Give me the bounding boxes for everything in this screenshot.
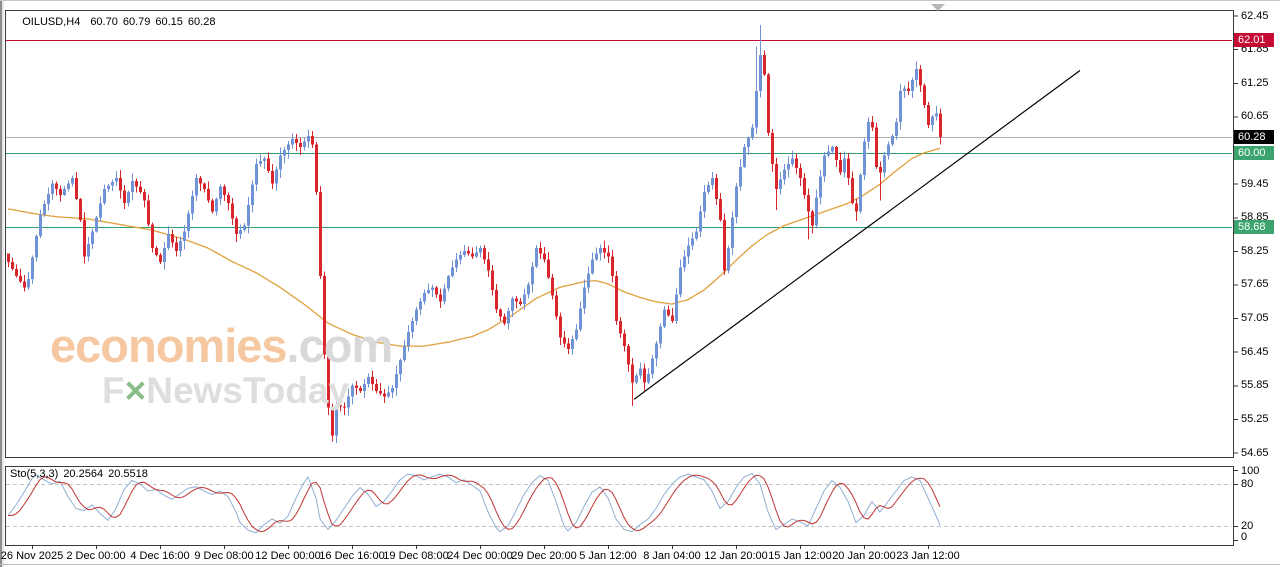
scroll-to-end-marker-icon <box>931 4 945 11</box>
time-tick-label: 4 Dec 16:00 <box>130 550 190 562</box>
time-tick-label: 19 Dec 08:00 <box>383 550 449 562</box>
time-tick-label: 29 Dec 20:00 <box>511 550 577 562</box>
sto-tick-label: 80 <box>1241 478 1254 490</box>
price-badge-support: 58.68 <box>1234 219 1274 234</box>
stochastic-panel-area[interactable] <box>5 466 1234 546</box>
symbol-period-label: OILUSD,H4 <box>22 16 81 28</box>
window-bottom-edge <box>0 564 1280 565</box>
time-tick-label: 24 Dec 00:00 <box>447 550 513 562</box>
price-tick-label: 62.45 <box>1241 9 1269 22</box>
price-tick-label: 54.65 <box>1241 446 1269 459</box>
price-badge-current: 60.28 <box>1234 130 1274 145</box>
price-tick-label: 60.65 <box>1241 110 1269 123</box>
time-tick-label: 26 Nov 2025 <box>0 550 64 562</box>
price-tick-label: 61.25 <box>1241 76 1269 89</box>
main-chart-area[interactable] <box>5 10 1234 458</box>
price-tick-label: 59.45 <box>1241 177 1269 190</box>
price-tick-label: 56.45 <box>1241 345 1269 358</box>
ohlc-open: 60.70 <box>90 16 118 28</box>
time-tick-label: 5 Jan 12:00 <box>579 550 637 562</box>
price-tick-label: 55.85 <box>1241 379 1269 392</box>
ascending-trendline[interactable] <box>633 70 1081 400</box>
moving-average-line[interactable] <box>7 147 941 347</box>
price-tick-label: 58.25 <box>1241 244 1269 257</box>
sto-tick-label: 100 <box>1241 464 1260 477</box>
chart-ohlc-header: OILUSD,H4 60.70 60.79 60.15 60.28 <box>10 4 220 40</box>
time-tick-label: 9 Dec 08:00 <box>194 550 254 562</box>
time-tick-label: 8 Jan 04:00 <box>643 550 701 562</box>
candlestick-series <box>7 25 942 444</box>
time-tick-label: 15 Jan 12:00 <box>768 550 832 562</box>
price-badge-resistance: 62.01 <box>1234 33 1274 48</box>
time-tick-label: 2 Dec 00:00 <box>66 550 126 562</box>
time-tick-label: 23 Jan 12:00 <box>896 550 960 562</box>
sto-tick-label: 20 <box>1241 520 1254 532</box>
price-tick-label: 57.65 <box>1241 278 1269 291</box>
stochastic-main-line <box>7 472 941 534</box>
indicator-name: Sto(5,3,3) <box>10 468 59 480</box>
indicator-main-value: 20.2564 <box>63 468 104 480</box>
time-tick-label: 20 Jan 20:00 <box>832 550 896 562</box>
price-tick-label: 55.25 <box>1241 412 1269 425</box>
price-badge-support: 60.00 <box>1234 145 1274 160</box>
ohlc-close: 60.28 <box>187 16 216 28</box>
window-left-edge <box>0 0 4 567</box>
window-top-edge <box>0 0 1280 1</box>
time-tick-label: 12 Dec 00:00 <box>255 550 321 562</box>
time-tick-label: 12 Jan 20:00 <box>704 550 768 562</box>
price-tick-label: 57.05 <box>1241 312 1269 325</box>
sto-tick-label: 0 <box>1241 531 1248 543</box>
ohlc-high: 60.79 <box>122 16 151 28</box>
indicator-signal-value: 20.5518 <box>108 468 148 480</box>
ohlc-low: 60.15 <box>155 16 183 28</box>
stochastic-signal-line <box>8 474 941 533</box>
time-tick-label: 16 Dec 16:00 <box>319 550 385 562</box>
indicator-label: Sto(5,3,3) 20.2564 20.5518 <box>10 468 153 480</box>
